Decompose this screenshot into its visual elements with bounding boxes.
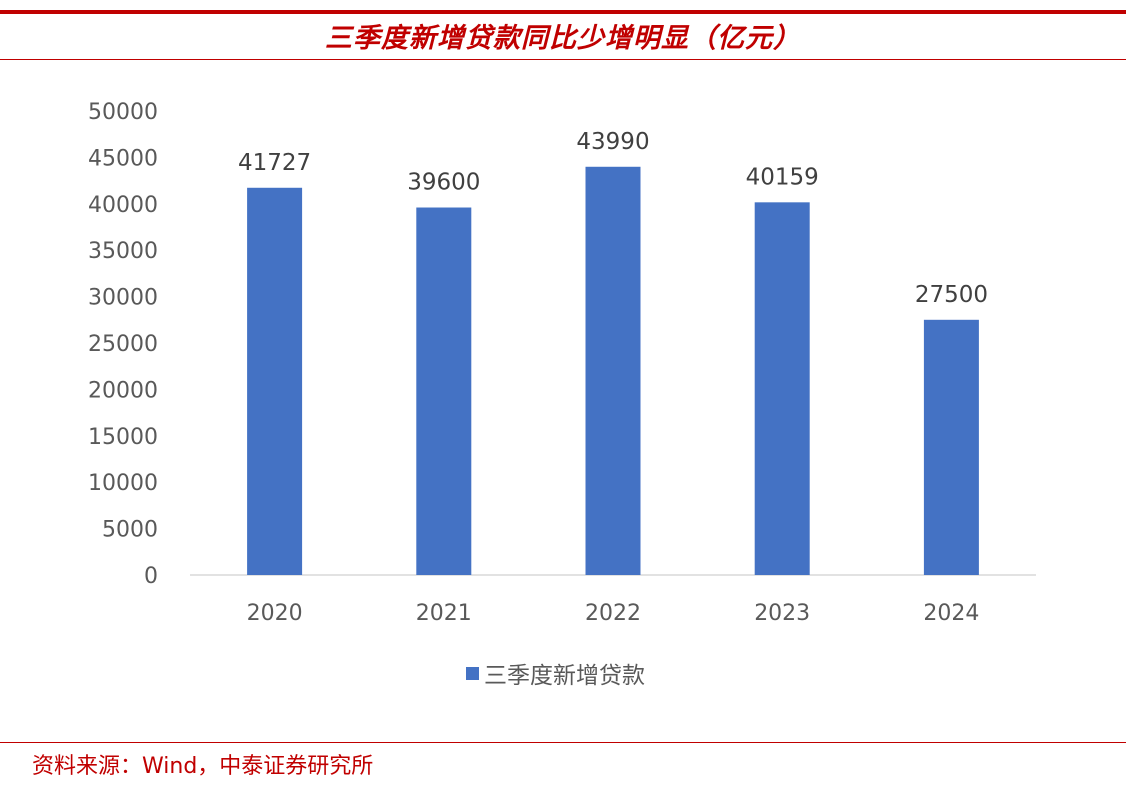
y-tick-label: 45000 xyxy=(88,146,158,171)
top-rule xyxy=(0,10,1126,14)
legend-label: 三季度新增贷款 xyxy=(484,663,645,689)
bar-2021 xyxy=(416,207,472,575)
y-tick-label: 25000 xyxy=(88,332,158,357)
bar-2020 xyxy=(247,187,303,575)
y-tick-label: 20000 xyxy=(88,378,158,403)
y-tick-label: 5000 xyxy=(102,518,158,543)
bar-2024 xyxy=(923,319,979,575)
data-label: 39600 xyxy=(407,170,480,196)
y-tick-label: 30000 xyxy=(88,286,158,311)
data-label: 27500 xyxy=(915,282,988,308)
data-label: 43990 xyxy=(576,129,649,155)
x-tick-label: 2024 xyxy=(923,601,979,626)
source-rule xyxy=(0,742,1126,743)
chart-title: 三季度新增贷款同比少增明显（亿元） xyxy=(325,23,801,54)
x-tick-label: 2021 xyxy=(416,601,472,626)
data-label: 40159 xyxy=(746,164,819,190)
x-tick-label: 2023 xyxy=(754,601,810,626)
y-tick-label: 50000 xyxy=(88,100,158,125)
y-tick-label: 35000 xyxy=(88,239,158,264)
title-rule xyxy=(0,59,1126,60)
bar-2022 xyxy=(585,166,641,575)
y-tick-label: 15000 xyxy=(88,425,158,450)
x-tick-label: 2022 xyxy=(585,601,641,626)
y-tick-label: 0 xyxy=(144,564,158,589)
y-tick-label: 10000 xyxy=(88,471,158,496)
y-tick-label: 40000 xyxy=(88,193,158,218)
source-note: 资料来源：Wind，中泰证券研究所 xyxy=(32,754,374,779)
x-tick-label: 2020 xyxy=(247,601,303,626)
legend-swatch xyxy=(466,667,479,680)
bar-2023 xyxy=(754,202,810,576)
data-label: 41727 xyxy=(238,150,311,176)
